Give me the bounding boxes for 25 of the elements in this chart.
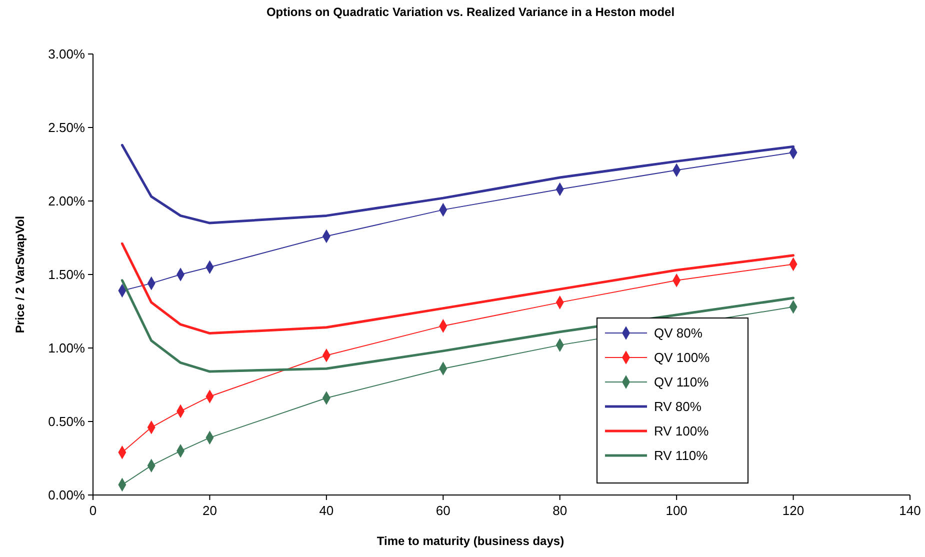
legend-label: QV 80% — [654, 326, 703, 341]
x-tick-label: 80 — [552, 503, 568, 518]
y-tick-label: 0.00% — [48, 488, 86, 503]
legend-label: RV 100% — [654, 424, 710, 439]
legend-label: QV 100% — [654, 350, 710, 366]
legend-label: RV 80% — [654, 399, 702, 414]
x-tick-label: 60 — [436, 503, 450, 518]
legend-label: RV 110% — [654, 448, 708, 464]
x-tick-label: 100 — [666, 503, 688, 518]
y-tick-label: 0.50% — [48, 414, 86, 430]
chart-title: Options on Quadratic Variation vs. Realized Variance in a Heston model — [266, 5, 675, 19]
legend-label: QV 110% — [654, 374, 710, 390]
y-tick-label: 1.50% — [48, 267, 86, 282]
x-tick-label: 0 — [89, 503, 97, 518]
y-tick-label: 2.50% — [48, 120, 86, 136]
x-axis-title: Time to maturity (business days) — [376, 534, 564, 548]
y-tick-label: 3.00% — [48, 46, 86, 62]
x-tick-label: 140 — [899, 503, 921, 518]
x-tick-label: 120 — [782, 503, 804, 518]
y-axis-title: Price / 2 VarSwapVol — [13, 216, 27, 334]
x-tick-label: 20 — [202, 503, 217, 518]
line-series — [120, 279, 795, 373]
x-tick-label: 40 — [319, 503, 334, 518]
y-tick-label: 2.00% — [48, 194, 86, 209]
y-tick-label: 1.00% — [48, 340, 86, 356]
